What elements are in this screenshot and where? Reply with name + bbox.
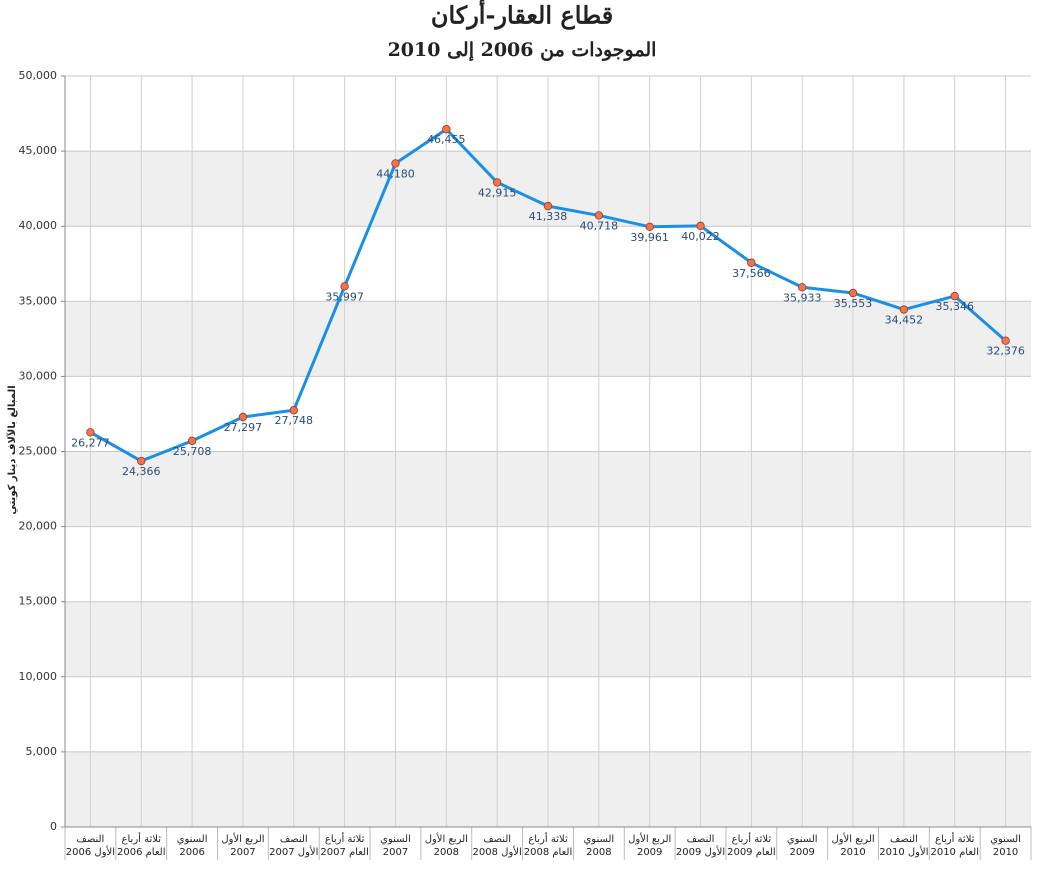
value-label: 44,180 (376, 167, 415, 180)
value-label: 39,961 (630, 231, 669, 244)
x-tick-label: النصف (890, 834, 918, 845)
x-tick-label: الأول 2009 (676, 845, 725, 858)
x-tick-label: السنوي (787, 834, 818, 845)
marker (238, 412, 248, 422)
x-tick-label: السنوي (380, 834, 411, 845)
value-label: 35,997 (325, 290, 364, 303)
value-label: 27,748 (275, 414, 314, 427)
chart-title: قطاع العقار-أركان (431, 0, 613, 31)
value-label: 42,915 (478, 186, 517, 199)
marker (747, 258, 756, 267)
x-tick-label: 2009 (789, 847, 814, 858)
x-tick-label: النصف (76, 834, 104, 845)
x-tick-label: العام 2006 (117, 847, 166, 858)
x-tick-label: السنوي (177, 834, 208, 845)
x-tick-label: الربع الأول (831, 832, 874, 845)
value-label: 27,297 (224, 421, 263, 434)
x-tick-label: 2008 (586, 847, 611, 858)
value-label: 35,933 (783, 291, 822, 304)
x-tick-label: الربع الأول (221, 832, 264, 845)
marker (594, 211, 604, 220)
x-tick-label: ثلاثة أرباع (325, 832, 365, 845)
x-tick-label: ثلاثة أرباع (528, 832, 568, 845)
x-tick-label: الأول 2007 (269, 845, 318, 858)
y-axis-label: المبالغ بالآلاف دينار كويتي (6, 385, 18, 514)
x-tick-label: النصف (280, 834, 308, 845)
marker (289, 406, 298, 415)
x-tick-label: الربع الأول (628, 832, 671, 845)
marker (391, 159, 400, 168)
marker (1001, 336, 1010, 345)
x-tick-label: السنوي (583, 834, 614, 845)
marker (950, 291, 959, 301)
x-tick-label: النصف (687, 834, 715, 845)
x-tick-label: النصف (483, 834, 511, 845)
x-tick-label: 2008 (434, 847, 459, 858)
x-tick-label: العام 2010 (930, 847, 979, 858)
y-tick-label: 25,000 (19, 445, 58, 458)
value-label: 35,346 (935, 300, 974, 313)
marker (442, 125, 451, 134)
value-label: 46,455 (427, 133, 466, 146)
x-tick-label: 2007 (230, 847, 255, 858)
y-tick-label: 0 (50, 820, 57, 833)
marker (899, 305, 909, 314)
x-tick-label: 2006 (179, 847, 204, 858)
x-tick-label: ثلاثة أرباع (122, 832, 162, 845)
x-tick-label: 2007 (383, 847, 408, 858)
x-tick-label: الأول 2008 (473, 845, 522, 858)
marker (86, 428, 95, 437)
x-tick-label: الربع الأول (425, 832, 468, 845)
x-tick-label: العام 2009 (727, 847, 776, 858)
x-tick-label: العام 2007 (320, 847, 369, 858)
x-tick-label: السنوي (990, 834, 1021, 845)
value-label: 40,718 (580, 219, 619, 232)
y-tick-label: 50,000 (19, 69, 58, 82)
x-tick-label: الأول 2010 (879, 845, 928, 858)
x-tick-label: 2010 (993, 847, 1018, 858)
marker (137, 456, 146, 466)
y-tick-label: 45,000 (19, 144, 58, 157)
y-tick-label: 15,000 (19, 595, 58, 608)
chart-subtitle: الموجودات من 2006 إلى 2010 (388, 39, 657, 62)
x-tick-label: ثلاثة أرباع (732, 832, 772, 845)
x-tick-label: العام 2008 (524, 847, 573, 858)
marker (645, 222, 654, 231)
value-label: 25,708 (173, 445, 212, 458)
marker (340, 282, 349, 291)
y-tick-label: 10,000 (19, 670, 58, 683)
value-label: 41,338 (529, 210, 568, 223)
x-tick-label: 2010 (840, 847, 865, 858)
x-tick-label: 2009 (637, 847, 662, 858)
x-tick-label: ثلاثة أرباع (935, 832, 975, 845)
marker (696, 221, 705, 231)
value-label: 40,022 (681, 230, 720, 243)
y-tick-label: 5,000 (26, 745, 58, 758)
value-label: 24,366 (122, 465, 161, 478)
y-tick-label: 20,000 (19, 520, 58, 533)
y-tick-label: 30,000 (19, 369, 58, 382)
value-label: 32,376 (986, 345, 1025, 358)
marker (492, 178, 502, 187)
value-label: 35,553 (834, 297, 873, 310)
y-tick-label: 35,000 (19, 294, 58, 307)
marker (848, 288, 858, 298)
marker (187, 436, 197, 446)
marker (543, 201, 553, 211)
value-label: 37,566 (732, 267, 771, 280)
x-tick-label: الأول 2006 (66, 845, 115, 858)
y-tick-label: 40,000 (19, 219, 58, 232)
value-label: 26,277 (71, 436, 110, 449)
value-label: 34,452 (885, 314, 924, 327)
marker (798, 283, 807, 292)
